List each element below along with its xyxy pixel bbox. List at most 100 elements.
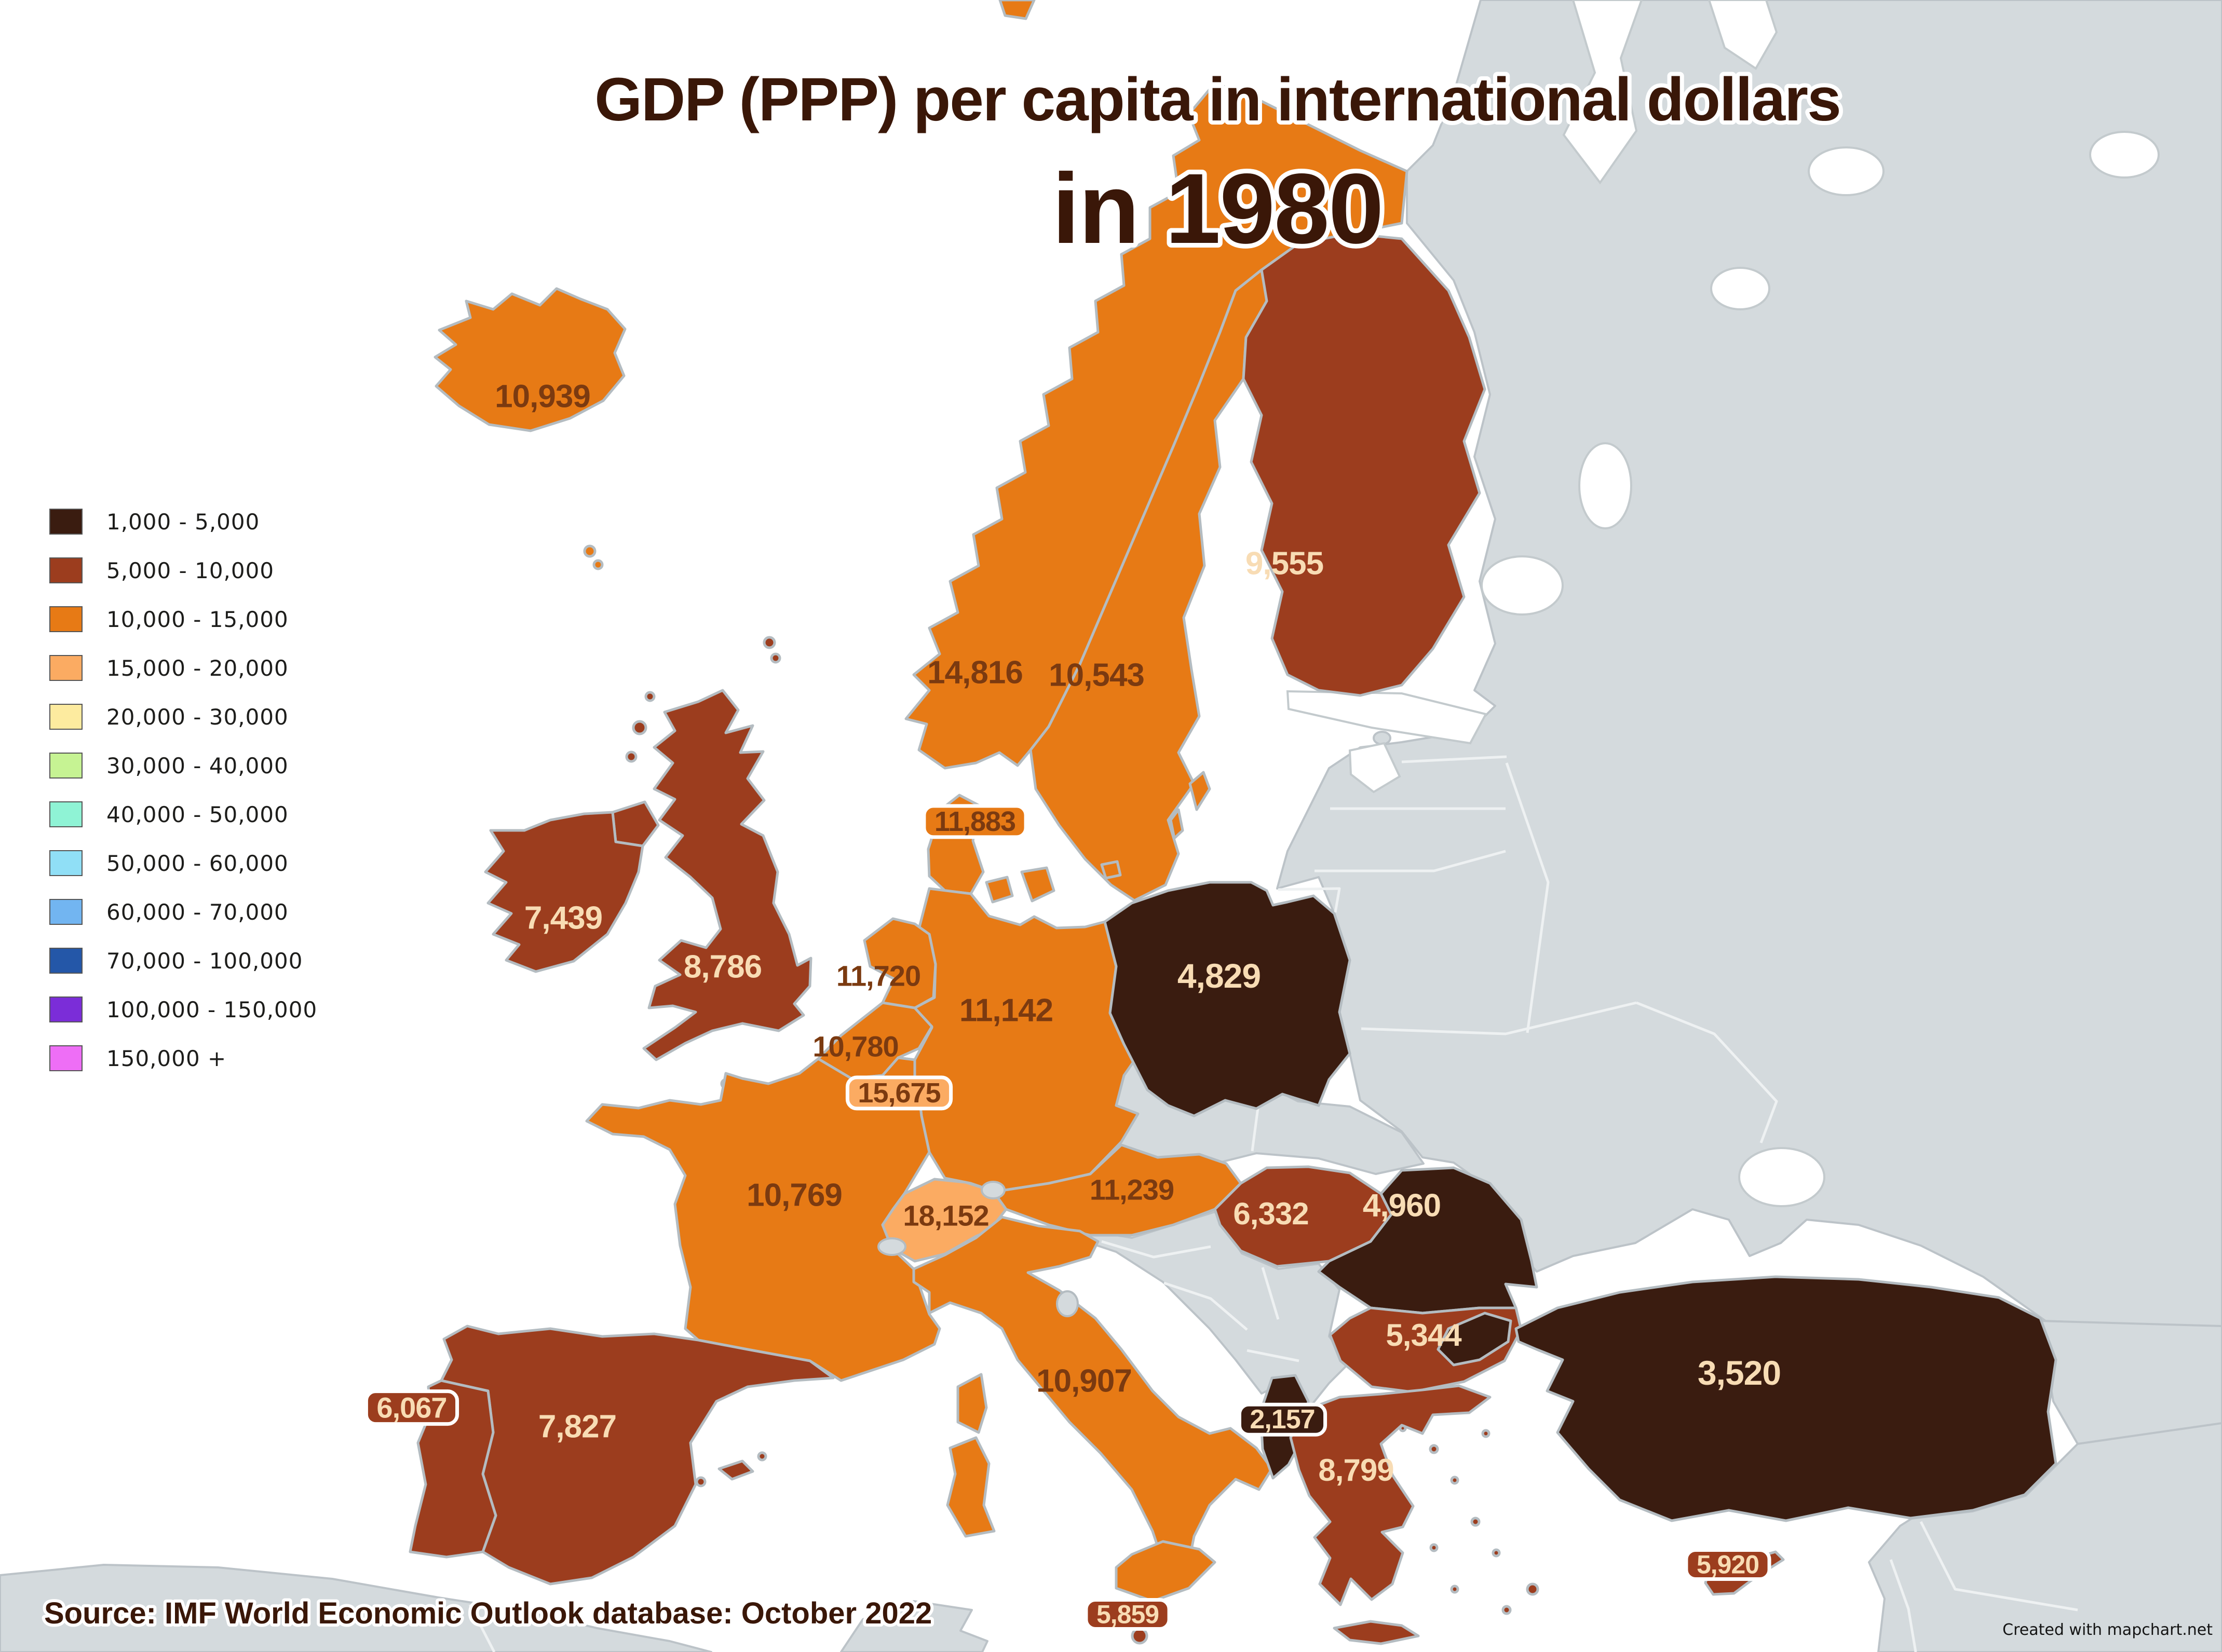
island-faroe-1 bbox=[583, 544, 597, 558]
country-label-pill-luxembourg bbox=[845, 1075, 953, 1111]
country-value-united-kingdom: 8,786 bbox=[684, 949, 762, 985]
legend-item: 20,000 - 30,000 bbox=[49, 704, 317, 730]
legend-range-label: 50,000 - 60,000 bbox=[106, 850, 289, 876]
country-label-denmark: 11,883 bbox=[922, 804, 1028, 839]
legend-swatch bbox=[49, 801, 83, 827]
legend-swatch bbox=[49, 1045, 83, 1071]
legend-item: 1,000 - 5,000 bbox=[49, 509, 317, 535]
country-value-italy: 10,907 bbox=[1036, 1363, 1132, 1399]
legend-swatch bbox=[49, 655, 83, 681]
lake-north-1 bbox=[1710, 267, 1770, 310]
legend-item: 5,000 - 10,000 bbox=[49, 557, 317, 583]
legend-item: 15,000 - 20,000 bbox=[49, 655, 317, 681]
country-shape-iceland[interactable] bbox=[433, 287, 627, 432]
country-label-pill-malta bbox=[1084, 1598, 1171, 1631]
island-aegean-2 bbox=[1450, 1476, 1459, 1485]
island-funen bbox=[985, 876, 1014, 904]
region-turkish-thrace[interactable] bbox=[1437, 1312, 1512, 1367]
legend-item: 100,000 - 150,000 bbox=[49, 996, 317, 1022]
country-label-united-kingdom: 8,786 bbox=[684, 949, 762, 985]
legend-range-label: 20,000 - 30,000 bbox=[106, 704, 289, 730]
country-label-pill-portugal bbox=[364, 1389, 459, 1426]
country-shape-greece[interactable] bbox=[1289, 1384, 1492, 1606]
country-value-poland: 4,829 bbox=[1177, 957, 1261, 995]
country-value-germany: 11,142 bbox=[959, 993, 1053, 1029]
region-north-africa[interactable] bbox=[0, 1564, 712, 1652]
country-label-norway: 14,816 bbox=[927, 655, 1023, 691]
region-tunisia[interactable] bbox=[840, 1600, 988, 1652]
country-label-austria: 11,239 bbox=[1090, 1173, 1174, 1206]
country-label-spain: 7,827 bbox=[538, 1409, 617, 1445]
legend-range-label: 10,000 - 15,000 bbox=[106, 606, 289, 632]
country-shape-finland[interactable] bbox=[1242, 232, 1486, 697]
country-value-greece: 8,799 bbox=[1318, 1453, 1393, 1487]
country-shape-ireland[interactable] bbox=[484, 811, 644, 973]
country-label-romania: 4,960 bbox=[1363, 1188, 1441, 1224]
country-value-norway: 14,816 bbox=[927, 655, 1023, 691]
legend-range-label: 100,000 - 150,000 bbox=[106, 996, 318, 1022]
country-label-malta: 5,859 bbox=[1084, 1598, 1171, 1631]
legend-swatch bbox=[49, 753, 83, 779]
legend-range-label: 30,000 - 40,000 bbox=[106, 753, 289, 779]
country-value-iceland: 10,939 bbox=[495, 379, 590, 415]
country-label-portugal: 6,067 bbox=[364, 1389, 459, 1426]
country-label-bulgaria: 5,344 bbox=[1386, 1318, 1462, 1353]
island-aegean-1 bbox=[1429, 1444, 1439, 1454]
country-value-romania: 4,960 bbox=[1363, 1188, 1441, 1224]
lake-north-3 bbox=[2089, 131, 2160, 179]
country-shape-spain[interactable] bbox=[440, 1325, 835, 1586]
lake-constance bbox=[981, 1181, 1006, 1199]
lake-onega bbox=[1578, 442, 1632, 529]
region-caucasus[interactable] bbox=[2039, 1320, 2222, 1445]
legend-swatch bbox=[49, 850, 83, 876]
island-aegean-4 bbox=[1429, 1543, 1439, 1552]
lake-north-2 bbox=[1808, 146, 1885, 196]
country-value-belgium: 10,780 bbox=[812, 1030, 898, 1063]
country-value-finland: 9,555 bbox=[1245, 546, 1323, 582]
legend-range-label: 5,000 - 10,000 bbox=[106, 557, 275, 583]
country-label-ireland: 7,439 bbox=[524, 900, 603, 936]
country-value-cyprus: 5,920 bbox=[1697, 1550, 1759, 1579]
source-credit: Source: IMF World Economic Outlook datab… bbox=[44, 1596, 932, 1630]
country-label-poland: 4,829 bbox=[1177, 957, 1261, 995]
legend-range-label: 1,000 - 5,000 bbox=[106, 509, 260, 535]
country-shape-italy[interactable] bbox=[912, 1216, 1273, 1564]
country-shape-sweden[interactable] bbox=[1029, 268, 1268, 902]
island-bornholm bbox=[1100, 860, 1122, 880]
legend-range-label: 150,000 + bbox=[106, 1045, 227, 1071]
country-shape-malta[interactable] bbox=[1131, 1627, 1148, 1645]
island-crete bbox=[1333, 1620, 1420, 1645]
island-corsica bbox=[956, 1373, 988, 1434]
legend-range-label: 15,000 - 20,000 bbox=[106, 655, 289, 681]
country-value-luxembourg: 15,675 bbox=[858, 1077, 940, 1109]
legend-swatch bbox=[49, 606, 83, 632]
country-value-albania: 2,157 bbox=[1250, 1404, 1315, 1435]
country-label-iceland: 10,939 bbox=[495, 379, 591, 415]
island-aegean-5 bbox=[1492, 1548, 1501, 1558]
country-value-bulgaria: 5,344 bbox=[1386, 1318, 1462, 1353]
country-label-france: 10,769 bbox=[747, 1178, 843, 1213]
country-shape-poland[interactable] bbox=[1103, 881, 1351, 1117]
island-rhodes bbox=[1526, 1582, 1539, 1596]
no-data-internal-borders bbox=[468, 755, 2078, 1652]
country-shape-turkey[interactable] bbox=[1514, 1275, 2057, 1522]
country-shape-united-kingdom[interactable] bbox=[642, 689, 812, 1061]
sea-of-azov bbox=[1738, 1147, 1825, 1207]
country-value-turkey: 3,520 bbox=[1698, 1354, 1781, 1392]
map-layer-labels: 10,939 14,816 10,543 9,555 11,883 8,786 7,439 1… bbox=[364, 379, 1781, 1631]
country-label-cyprus: 5,920 bbox=[1684, 1548, 1771, 1581]
lake-garda bbox=[1056, 1290, 1079, 1317]
island-aegean-9 bbox=[1501, 1605, 1512, 1615]
map-layer-countries bbox=[409, 0, 2057, 1645]
country-label-greece: 8,799 bbox=[1318, 1453, 1394, 1487]
region-former-yugoslavia[interactable] bbox=[1068, 1211, 1351, 1410]
legend-item: 150,000 + bbox=[49, 1045, 317, 1071]
barents-inlet bbox=[1708, 0, 1778, 70]
page-title: GDP (PPP) per capita in international do… bbox=[594, 65, 1840, 134]
island-menorca bbox=[757, 1451, 767, 1462]
legend-swatch bbox=[49, 948, 83, 974]
country-shape-netherlands[interactable] bbox=[863, 917, 937, 1009]
island-svalbard-fragment bbox=[998, 0, 1036, 20]
